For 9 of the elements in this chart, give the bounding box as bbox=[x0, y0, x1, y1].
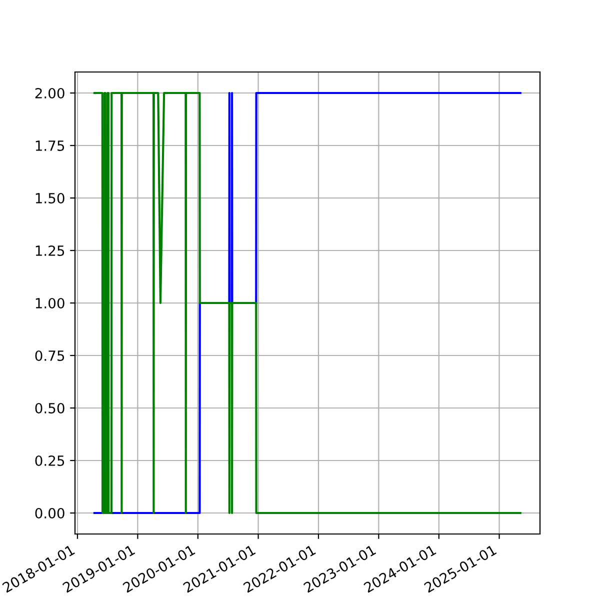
y-tick-label: 0.25 bbox=[35, 455, 64, 466]
y-tick-label: 0.75 bbox=[35, 350, 64, 361]
y-tick-label: 2.00 bbox=[35, 88, 64, 98]
y-tick-label: 0.50 bbox=[35, 402, 64, 414]
y-tick-label: 1.00 bbox=[36, 298, 64, 308]
y-tick-label: 1.25 bbox=[36, 245, 64, 256]
y-tick-label: 1.75 bbox=[36, 140, 64, 151]
y-tick-label: 0.00 bbox=[35, 508, 64, 518]
y-tick-label: 1.50 bbox=[36, 192, 64, 204]
